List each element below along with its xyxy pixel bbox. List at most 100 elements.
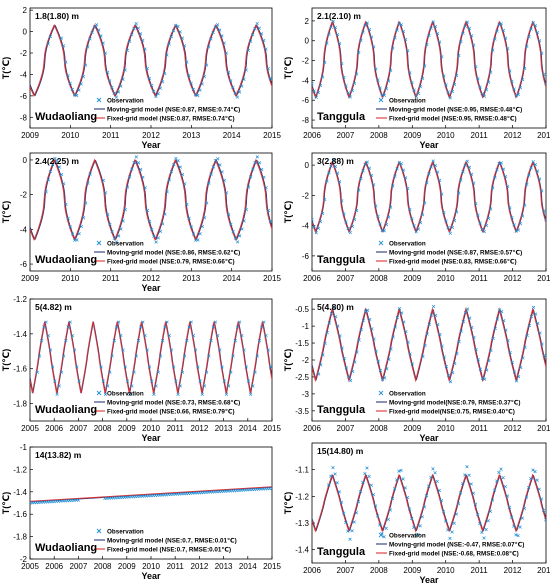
observation-point xyxy=(410,80,414,85)
observation-point xyxy=(342,75,346,80)
observation-point xyxy=(393,487,397,491)
observation-point xyxy=(123,208,127,212)
observation-point xyxy=(110,85,114,90)
observation-point xyxy=(77,379,81,383)
observation-point xyxy=(150,227,154,232)
observation-point xyxy=(242,348,246,352)
observation-point xyxy=(325,179,329,183)
y-tick-label: -8 xyxy=(302,116,310,125)
y-tick-label: -8 xyxy=(20,113,28,122)
observation-point xyxy=(329,312,334,316)
observation-point xyxy=(266,66,270,71)
observation-point xyxy=(363,309,368,313)
x-axis-label: Year xyxy=(419,140,439,150)
x-tick-label: 2009 xyxy=(21,131,39,140)
observation-point xyxy=(418,524,422,528)
observation-point xyxy=(134,155,138,159)
observation-point xyxy=(476,358,480,362)
x-tick-label: 2010 xyxy=(437,274,455,283)
observation-point xyxy=(106,384,110,388)
observation-point xyxy=(452,521,456,525)
observation-point xyxy=(130,167,134,171)
observation-point xyxy=(196,365,200,369)
observation-point xyxy=(456,502,461,506)
observation-point xyxy=(348,95,352,99)
observation-point xyxy=(202,74,206,79)
observation-point xyxy=(180,370,185,374)
observation-point xyxy=(363,472,367,476)
observation-point xyxy=(101,41,105,45)
observation-point xyxy=(427,33,431,38)
observation-point xyxy=(459,178,463,182)
observation-point xyxy=(467,26,472,31)
observation-point xyxy=(338,334,342,338)
x-tick-label: 2006 xyxy=(303,274,321,283)
observation-point xyxy=(262,175,266,179)
observation-point xyxy=(101,379,105,383)
observation-point xyxy=(478,221,482,225)
observation-point xyxy=(534,312,538,316)
observation-point xyxy=(427,484,431,488)
observation-point xyxy=(55,159,59,163)
series-moving-grid xyxy=(312,474,546,532)
observation-point xyxy=(251,32,255,37)
x-tick-label: 2007 xyxy=(337,424,355,433)
observation-point xyxy=(527,485,531,490)
observation-point xyxy=(97,28,101,32)
observation-point xyxy=(463,310,468,315)
observation-point xyxy=(327,32,331,36)
observation-point xyxy=(533,162,538,167)
series-fixed-grid xyxy=(312,20,546,99)
observation-point xyxy=(395,478,399,482)
observation-point xyxy=(90,30,94,35)
observation-point xyxy=(235,95,239,99)
observation-point xyxy=(444,219,448,223)
observation-point xyxy=(516,228,520,232)
plot-area xyxy=(30,22,272,99)
observation-point xyxy=(441,510,446,514)
observation-point xyxy=(442,355,446,359)
observation-point xyxy=(457,53,461,58)
observation-point xyxy=(205,201,209,205)
observation-point xyxy=(114,240,119,244)
x-tick-label: 2010 xyxy=(142,424,160,433)
observation-point xyxy=(504,328,508,332)
observation-point xyxy=(416,227,421,231)
observation-point xyxy=(478,367,483,371)
observation-point xyxy=(220,34,224,38)
observation-point xyxy=(469,34,474,38)
observation-point xyxy=(257,26,261,30)
observation-point xyxy=(169,35,173,39)
legend-entry-moving: Moving-grid model (NSE:0.87, RMSE:0.57℃) xyxy=(389,250,522,257)
x-tick-label: 2009 xyxy=(403,566,421,575)
observation-point xyxy=(312,218,314,222)
y-tick-label: -2 xyxy=(20,49,28,58)
observation-point xyxy=(246,48,250,53)
observation-point xyxy=(346,226,350,231)
observation-point xyxy=(455,210,459,214)
observation-point xyxy=(406,340,410,344)
observation-point xyxy=(448,380,453,384)
observation-point xyxy=(393,174,397,178)
observation-point xyxy=(382,535,386,539)
observation-point xyxy=(531,21,535,25)
observation-point xyxy=(523,203,527,207)
observation-point xyxy=(403,486,407,490)
observation-point xyxy=(365,160,369,164)
observation-point xyxy=(357,50,361,55)
depth-label: 5(4.80) m xyxy=(317,302,354,312)
observation-point xyxy=(384,222,389,227)
observation-point xyxy=(189,81,193,85)
observation-point xyxy=(125,379,130,383)
observation-point xyxy=(335,171,340,175)
observation-point xyxy=(440,55,444,59)
observation-point xyxy=(520,214,525,218)
observation-point xyxy=(444,364,448,369)
observation-point xyxy=(59,172,64,177)
x-tick-label: 2010 xyxy=(437,131,455,140)
observation-point xyxy=(143,333,147,338)
observation-point xyxy=(185,60,189,64)
axes-frame xyxy=(311,152,547,272)
observation-point xyxy=(529,314,534,318)
observation-point xyxy=(209,172,213,176)
